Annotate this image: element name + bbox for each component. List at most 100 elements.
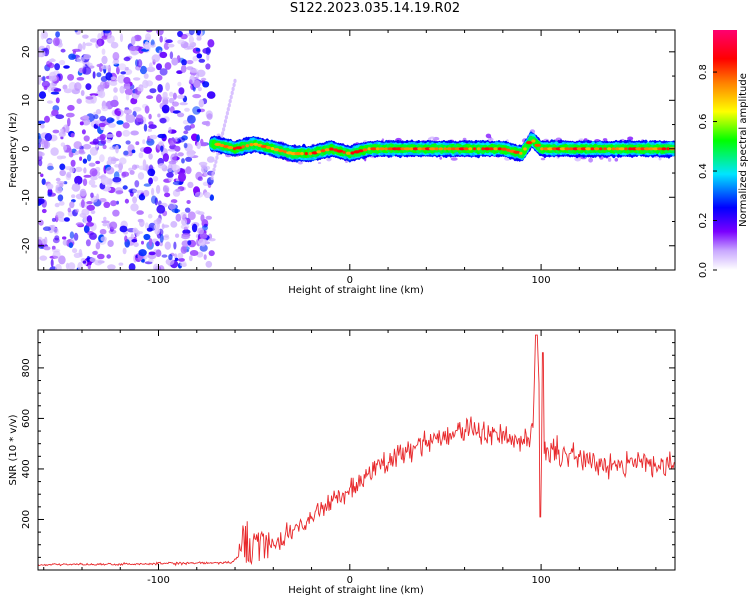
spectrogram-band-core (320, 149, 326, 153)
spectrogram-streak-blob (214, 159, 218, 164)
spectrogram-noise-blob (156, 204, 166, 214)
spectrogram-noise-blob (164, 192, 171, 198)
spectrogram-noise-blob (63, 181, 68, 185)
spectrogram-noise-blob (100, 236, 107, 242)
spectrogram-band-core (493, 147, 498, 151)
spectrogram-noise-blob (99, 115, 107, 122)
spectrogram-band-core (551, 147, 558, 151)
spectrogram-noise-blob (102, 222, 108, 227)
spectrogram-noise-blob (175, 233, 180, 238)
snr-y-ticks: 200 400 600 800 (21, 329, 675, 571)
spectrogram-band-core (270, 147, 275, 151)
spectrogram-band-core (648, 147, 655, 151)
spectrogram-noise-blob (70, 238, 76, 243)
spectrogram-band-core (572, 147, 579, 151)
spectrogram-noise-blob (137, 85, 144, 92)
spectrogram-noise-blob (41, 208, 47, 214)
spectrogram-noise-blob (42, 226, 52, 231)
spectrogram-noise-blob (165, 39, 173, 44)
spectrogram-noise-blob (60, 142, 66, 147)
spectrogram-noise-blob (164, 241, 171, 250)
spectrogram-noise-blob (38, 219, 44, 226)
spectrogram-noise-blob (55, 31, 60, 38)
spectrogram-noise-blob (115, 144, 119, 154)
spectrogram-noise-blob (46, 100, 53, 104)
spectrogram-noise-blob (102, 30, 111, 34)
spectrogram-noise-blob (159, 234, 164, 243)
spectrogram-band-core (652, 147, 659, 151)
spectrogram-noise-blob (57, 194, 64, 202)
spectrogram-noise-blob (89, 257, 97, 262)
spectrogram-noise-blob (74, 82, 82, 91)
spectrogram-noise-blob (119, 157, 127, 165)
spectrogram-noise-blob (78, 148, 85, 154)
spectrogram-band-core (375, 147, 380, 151)
spectrogram-noise-blob (200, 77, 207, 81)
spectrogram-noise-blob (54, 235, 60, 241)
spectrogram-noise-blob (80, 90, 85, 96)
spectrogram-noise-blob (73, 232, 79, 241)
spectrogram-band-core (513, 150, 520, 154)
spectrogram-noise-blob (38, 236, 43, 245)
spectrogram-band-core (265, 145, 271, 150)
spectrogram-noise-blob (114, 187, 124, 195)
spectrogram-noise-blob (101, 55, 108, 65)
spectrogram-noise-blob (59, 169, 66, 177)
snr-panel: -100 0 100 200 400 600 800 Height of straight… (8, 329, 676, 596)
spectrogram-noise-blob (89, 146, 98, 156)
spectrogram-noise-blob (136, 210, 144, 215)
spectrogram-noise-blob (142, 139, 146, 145)
spectrogram-noise-blob (66, 171, 72, 178)
spectrogram-noise-blob (75, 222, 84, 226)
spectrogram-noise-blob (39, 255, 48, 261)
spectrogram-noise-blob (69, 231, 75, 239)
spectrogram-noise-blob (154, 227, 160, 235)
spectrogram-noise-blob (181, 59, 188, 66)
spectrogram-halo-speck (326, 157, 332, 162)
spectrogram-noise-blob (178, 172, 186, 182)
spectrogram-noise-blob (38, 198, 45, 205)
spectrogram-noise-blob (52, 250, 61, 259)
spectrogram-noise-blob (125, 140, 131, 145)
spectrogram-noise-blob (196, 36, 202, 41)
spectrogram-noise-blob (88, 162, 96, 167)
spectrogram-noise-blob (53, 88, 62, 92)
spectrogram-band-core (472, 147, 477, 151)
spectrogram-noise-blob (172, 92, 177, 100)
spectrogram-noise-blob (132, 227, 138, 234)
spectrogram-noise-blob (101, 105, 109, 112)
spectrogram-noise-blob (144, 105, 150, 114)
spectrogram-noise-blob (133, 242, 139, 248)
spectrogram-noise-blob (201, 121, 210, 126)
spectrogram-noise-blob (202, 181, 209, 186)
spectrogram-noise-blob (93, 114, 99, 120)
spectrogram-band-core (559, 147, 567, 151)
spectrogram-band-core (253, 142, 259, 146)
spectrogram-noise-blob (54, 202, 60, 208)
spectrogram-band-core (409, 147, 414, 151)
spectrogram-noise-blob (196, 30, 202, 36)
spectrogram-noise-blob (81, 208, 90, 216)
spectrogram-noise-blob (75, 166, 83, 173)
spectrogram-band-core (403, 147, 411, 151)
spectrogram-noise-blob (148, 251, 156, 256)
spectrogram-noise-blob (164, 234, 170, 238)
colorbar-tick-label: 0.2 (698, 213, 709, 229)
spectrogram-y-ticks: -20 -10 0 10 20 (21, 45, 675, 271)
spectrogram-noise-blob (203, 254, 207, 260)
spectrogram-noise-blob (86, 204, 95, 211)
spectrogram-noise-blob (100, 138, 107, 145)
spectrogram-band-core (599, 147, 603, 151)
spectrogram-noise-blob (167, 163, 173, 173)
spectrogram-noise-blob (100, 65, 110, 70)
spectrogram-noise-blob (82, 66, 92, 75)
colorbar-tick-label: 0.4 (698, 163, 709, 179)
spectrogram-noise-blob (86, 222, 94, 227)
spectrogram-noise-blob (103, 201, 111, 208)
spectrogram-noise-blob (83, 225, 90, 234)
spectrogram-noise-blob (38, 142, 41, 149)
spectrogram-noise-blob (95, 242, 101, 250)
spectrogram-noise-blob (181, 263, 187, 267)
x-tick-label: 0 (347, 275, 353, 286)
spectrogram-band-core (611, 147, 616, 151)
